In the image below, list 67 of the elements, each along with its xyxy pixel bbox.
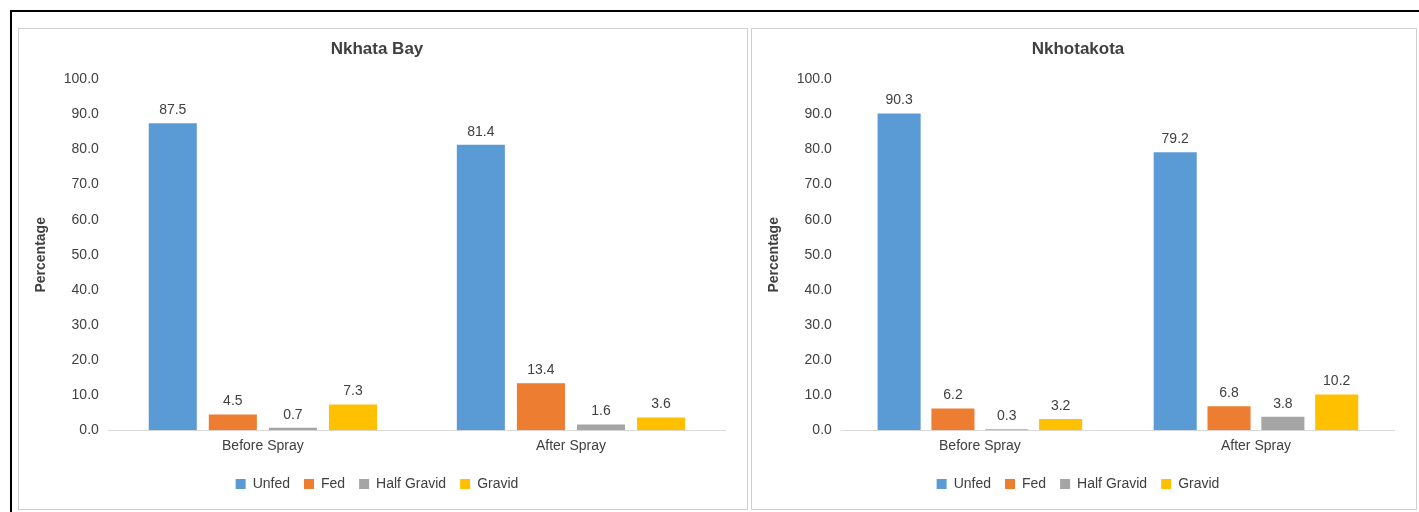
data-label: 3.8	[1273, 394, 1293, 411]
y-tick-label: 90.0	[71, 105, 100, 122]
y-tick-label: 10.0	[71, 385, 100, 402]
legend-label: Gravid	[477, 474, 519, 491]
y-tick-label: 40.0	[71, 280, 100, 297]
y-tick-label: 20.0	[71, 350, 100, 367]
y-tick-label: 80.0	[804, 140, 833, 157]
bar	[1315, 394, 1359, 431]
data-label: 10.2	[1323, 372, 1351, 389]
y-axis-title: Percentage	[32, 216, 49, 293]
data-label: 7.3	[343, 382, 363, 399]
bar	[148, 123, 197, 431]
y-tick-label: 70.0	[804, 175, 833, 192]
data-label: 4.5	[223, 392, 243, 409]
bar	[1039, 418, 1083, 431]
x-tick-label: Before Spray	[222, 437, 304, 454]
chart-title: Nkhata Bay	[330, 38, 424, 58]
legend-label: Half Gravid	[1077, 474, 1148, 491]
y-tick-label: 50.0	[71, 245, 100, 262]
y-tick-label: 10.0	[804, 385, 833, 402]
y-tick-label: 100.0	[63, 70, 100, 87]
y-tick-label: 30.0	[804, 315, 833, 332]
y-tick-label: 100.0	[796, 70, 833, 87]
data-label: 81.4	[467, 122, 495, 139]
y-tick-label: 50.0	[804, 245, 833, 262]
y-tick-label: 70.0	[71, 175, 100, 192]
y-tick-label: 40.0	[804, 280, 833, 297]
y-tick-label: 20.0	[804, 350, 833, 367]
data-label: 87.5	[159, 101, 187, 118]
y-tick-label: 90.0	[804, 105, 833, 122]
data-label: 0.3	[997, 407, 1017, 424]
y-axis-title: Percentage	[765, 216, 782, 293]
data-label: 0.7	[283, 405, 303, 422]
data-label: 79.2	[1161, 130, 1190, 147]
bar	[1153, 152, 1197, 431]
data-label: 1.6	[591, 402, 611, 419]
bar	[456, 144, 505, 431]
data-label: 13.4	[527, 361, 555, 378]
legend-label: Unfed	[953, 474, 991, 491]
y-tick-label: 60.0	[804, 210, 833, 227]
data-label: 3.6	[651, 395, 672, 412]
bar	[637, 417, 686, 431]
data-label: 6.8	[1219, 384, 1239, 401]
data-label: 90.3	[885, 91, 913, 108]
legend-label: Fed	[1021, 474, 1047, 491]
bar	[1261, 416, 1305, 431]
bar	[1207, 406, 1251, 431]
legend-label: Half Gravid	[376, 474, 447, 491]
x-tick-label: After Spray	[535, 437, 606, 454]
data-label: 3.2	[1050, 396, 1071, 413]
y-tick-label: 0.0	[79, 421, 100, 438]
data-label: 6.2	[943, 386, 963, 403]
bar	[328, 404, 378, 431]
bar	[931, 408, 975, 431]
y-tick-label: 60.0	[71, 210, 100, 227]
chart-title: Nkhotakota	[1031, 38, 1125, 58]
bar	[208, 414, 257, 431]
y-tick-label: 80.0	[71, 140, 100, 157]
x-tick-label: After Spray	[1220, 437, 1291, 454]
y-tick-label: 0.0	[812, 421, 833, 438]
bar	[516, 383, 565, 431]
legend-label: Fed	[320, 474, 346, 491]
legend-label: Unfed	[252, 474, 290, 491]
x-tick-label: Before Spray	[939, 437, 1021, 454]
y-tick-label: 30.0	[71, 315, 100, 332]
bar	[877, 113, 921, 431]
legend-label: Gravid	[1178, 474, 1220, 491]
